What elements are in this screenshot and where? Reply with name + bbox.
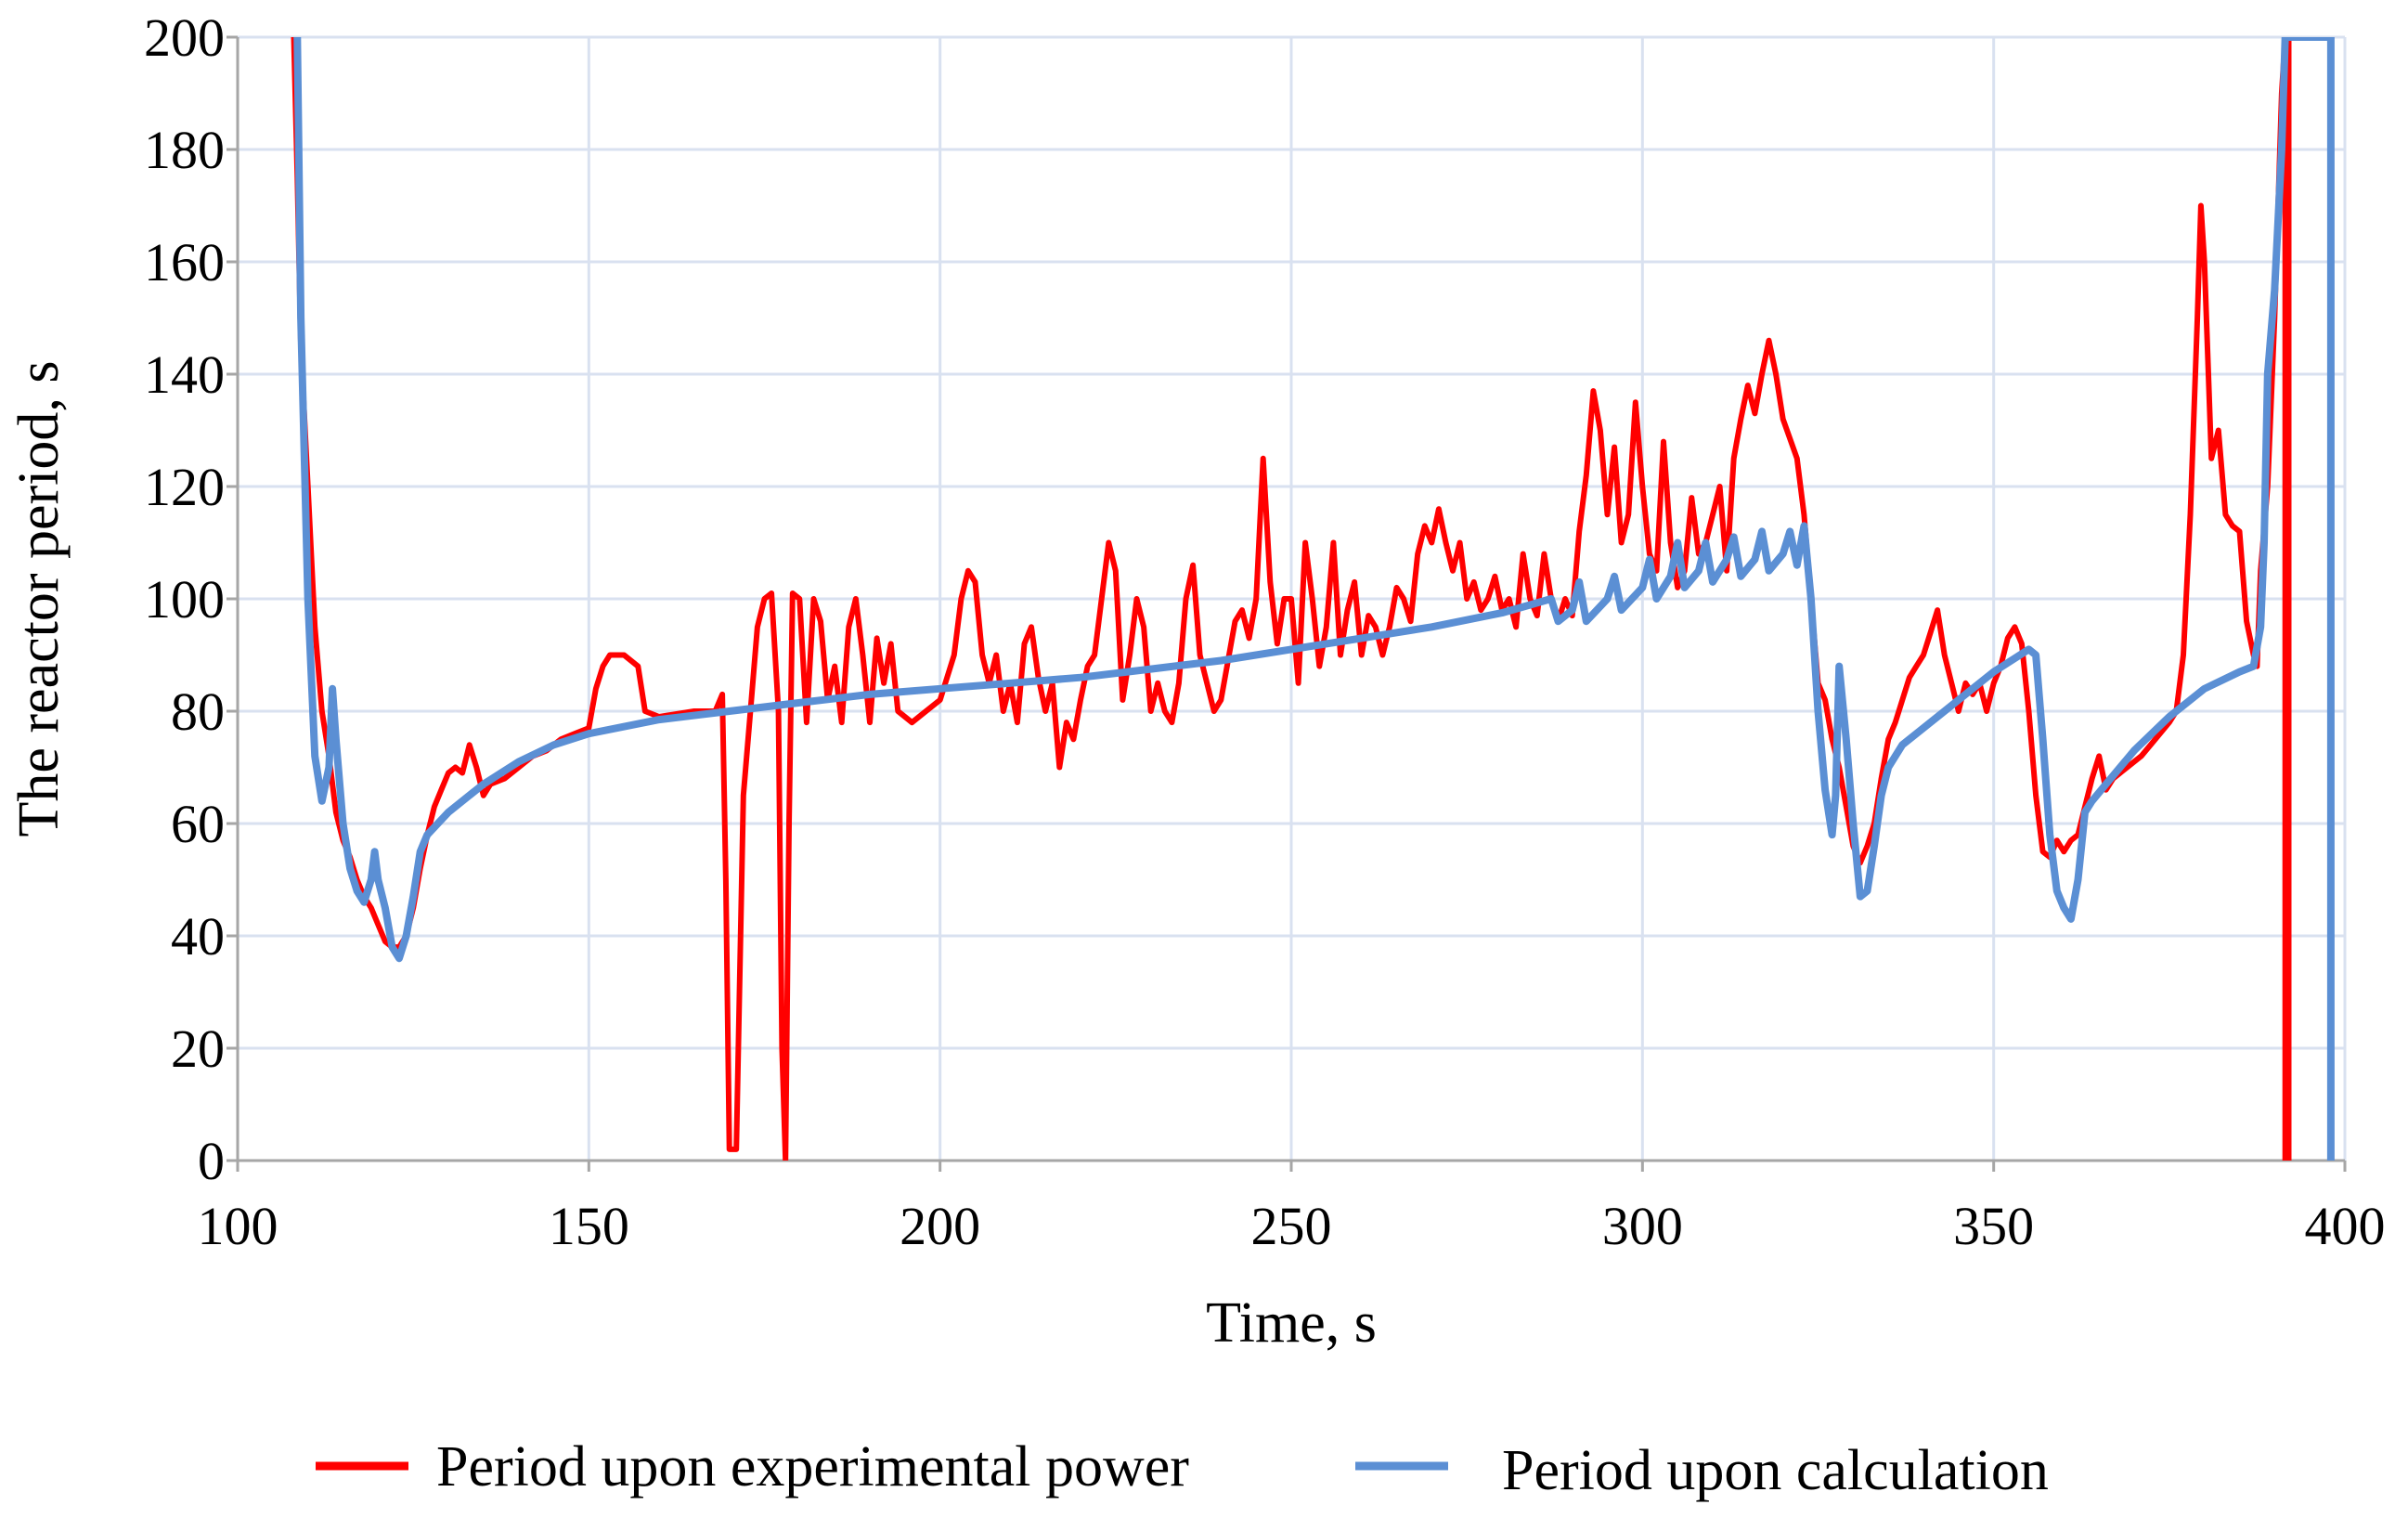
x-tick-label: 150 — [549, 1196, 629, 1256]
y-tick-label: 20 — [171, 1018, 225, 1079]
series-layer — [291, 37, 2335, 1161]
y-tick-label: 100 — [144, 569, 225, 629]
tick-labels: 0 20 40 60 80 100 120 140 160 180 200 100 150 200 250 3… — [144, 7, 2386, 1256]
y-tick-label: 0 — [198, 1131, 225, 1191]
legend: Period upon experimental power Period up… — [316, 1435, 2049, 1502]
axes — [227, 35, 2347, 1172]
series-line-calculation — [293, 37, 2335, 1161]
x-axis-title: Time, s — [1206, 1291, 1377, 1355]
x-tick-label: 300 — [1602, 1196, 1683, 1256]
legend-label-experimental: Period upon experimental power — [436, 1435, 1189, 1499]
legend-label-calculation: Period upon calculation — [1502, 1439, 2049, 1502]
x-tick-label: 350 — [1953, 1196, 2034, 1256]
y-tick-label: 140 — [144, 344, 225, 405]
y-tick-label: 80 — [171, 681, 225, 742]
y-tick-label: 160 — [144, 232, 225, 292]
y-axis-title: The reactor period, s — [7, 361, 71, 837]
y-tick-label: 200 — [144, 7, 225, 68]
x-tick-label: 100 — [198, 1196, 278, 1256]
x-tick-label: 400 — [2305, 1196, 2386, 1256]
y-tick-label: 60 — [171, 794, 225, 854]
y-tick-label: 40 — [171, 906, 225, 967]
x-tick-label: 200 — [900, 1196, 980, 1256]
x-tick-label: 250 — [1251, 1196, 1332, 1256]
y-tick-label: 180 — [144, 120, 225, 180]
y-tick-label: 120 — [144, 457, 225, 517]
